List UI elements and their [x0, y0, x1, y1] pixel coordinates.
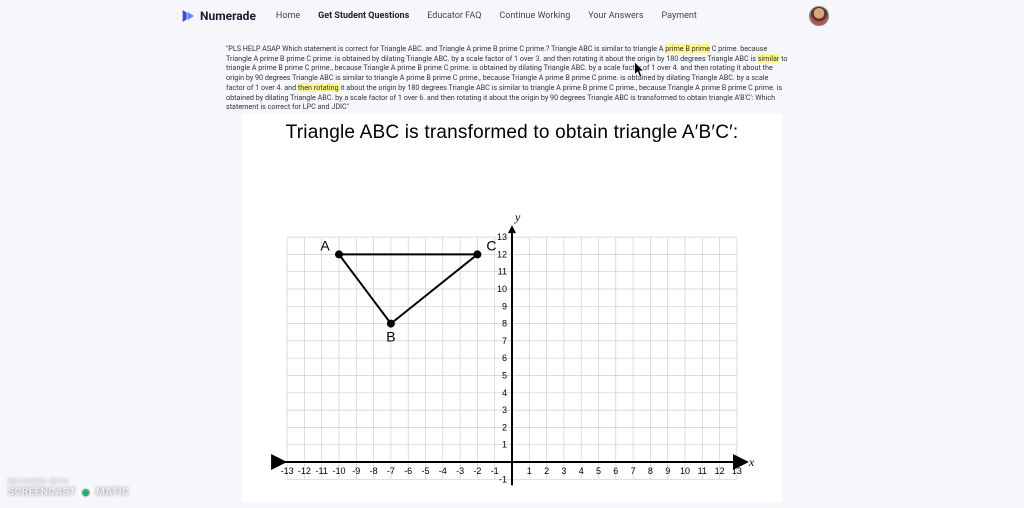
record-icon: ◉ [79, 486, 93, 500]
svg-text:6: 6 [613, 466, 618, 476]
svg-text:6: 6 [502, 353, 507, 363]
main-nav: Home Get Student Questions Educator FAQ … [276, 11, 697, 21]
figure: Triangle ABC is transformed to obtain tr… [242, 114, 782, 502]
watermark-brand-a: SCREENCAST [8, 487, 76, 499]
svg-text:8: 8 [648, 466, 653, 476]
q-hl2: similar [758, 54, 780, 63]
svg-text:10: 10 [680, 466, 690, 476]
svg-text:-10: -10 [332, 466, 345, 476]
svg-text:11: 11 [698, 466, 707, 476]
brand-name: Numerade [200, 9, 256, 23]
svg-text:-5: -5 [421, 466, 429, 476]
figure-title: Triangle ABC is transformed to obtain tr… [242, 114, 782, 162]
svg-text:10: 10 [497, 284, 507, 294]
nav-continue-working[interactable]: Continue Working [499, 11, 570, 21]
svg-text:-3: -3 [456, 466, 464, 476]
q-hl1: prime B prime [665, 44, 710, 53]
top-nav: Numerade Home Get Student Questions Educ… [0, 0, 1024, 32]
svg-text:-11: -11 [316, 466, 328, 476]
svg-text:2: 2 [544, 466, 549, 476]
svg-text:-6: -6 [404, 466, 412, 476]
nav-payment[interactable]: Payment [661, 11, 696, 21]
svg-text:8: 8 [502, 319, 507, 329]
svg-text:9: 9 [502, 301, 507, 311]
svg-text:-8: -8 [370, 466, 378, 476]
svg-text:B: B [386, 329, 395, 345]
svg-text:7: 7 [631, 466, 636, 476]
svg-text:9: 9 [665, 466, 670, 476]
watermark-line1: RECORDED WITH [8, 478, 129, 486]
svg-text:4: 4 [502, 388, 507, 398]
play-icon [180, 8, 196, 24]
nav-get-student-questions[interactable]: Get Student Questions [318, 11, 409, 21]
svg-text:3: 3 [561, 466, 566, 476]
watermark-brand: SCREENCAST ◉ MATIC [8, 486, 129, 500]
nav-home[interactable]: Home [276, 11, 300, 21]
q-pre: "PLS HELP ASAP Which statement is correc… [226, 44, 665, 53]
q-hl3: then rotating [298, 83, 339, 92]
svg-text:-9: -9 [352, 466, 360, 476]
svg-text:5: 5 [502, 371, 507, 381]
svg-text:13: 13 [497, 232, 507, 242]
svg-text:13: 13 [732, 466, 742, 476]
svg-text:12: 12 [715, 466, 725, 476]
svg-text:4: 4 [579, 466, 584, 476]
svg-text:x: x [748, 455, 755, 469]
coordinate-graph: -13-12-11-10-9-8-7-6-5-4-3-2-11234567891… [262, 162, 762, 502]
svg-text:-4: -4 [439, 466, 447, 476]
svg-text:y: y [514, 210, 521, 224]
question-block: "PLS HELP ASAP Which statement is correc… [226, 44, 788, 112]
avatar[interactable] [809, 6, 829, 26]
svg-text:-13: -13 [281, 466, 294, 476]
svg-text:3: 3 [502, 405, 507, 415]
svg-text:A: A [320, 237, 330, 253]
svg-text:C: C [486, 237, 496, 253]
svg-text:1: 1 [527, 466, 532, 476]
svg-text:-1: -1 [499, 474, 507, 484]
svg-text:2: 2 [502, 422, 507, 432]
svg-text:12: 12 [497, 249, 507, 259]
svg-text:5: 5 [596, 466, 601, 476]
nav-your-answers[interactable]: Your Answers [588, 11, 643, 21]
svg-text:7: 7 [502, 336, 507, 346]
svg-text:-1: -1 [491, 466, 499, 476]
brand-logo[interactable]: Numerade [180, 8, 256, 24]
svg-text:1: 1 [502, 440, 507, 450]
svg-text:-2: -2 [473, 466, 481, 476]
svg-text:11: 11 [498, 267, 507, 277]
question-text: "PLS HELP ASAP Which statement is correc… [226, 44, 788, 112]
svg-text:-7: -7 [387, 466, 395, 476]
watermark-brand-b: MATIC [96, 487, 129, 499]
nav-educator-faq[interactable]: Educator FAQ [427, 11, 481, 21]
recorder-watermark: RECORDED WITH SCREENCAST ◉ MATIC [8, 478, 129, 500]
svg-text:-12: -12 [298, 466, 311, 476]
